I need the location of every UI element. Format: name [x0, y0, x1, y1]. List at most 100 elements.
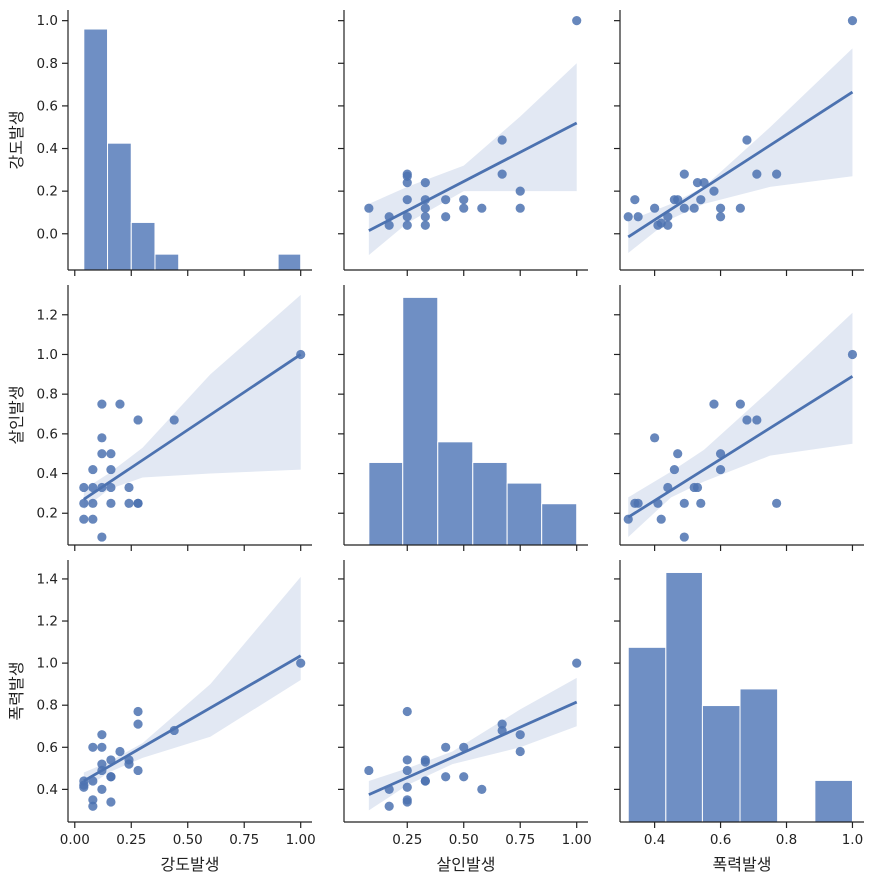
scatter-point [296, 658, 306, 668]
scatter-point [106, 449, 116, 459]
subplot-2-0: 0.4 0.6 0.8 1.0 1.2 1.4 폭력발생 0.00 0.25 0.50 0.75 1.… [7, 560, 316, 874]
confidence-band [368, 63, 577, 256]
scatter-point [106, 772, 116, 782]
scatter-point [79, 782, 89, 792]
scatter-point [633, 212, 643, 222]
scatter-point [106, 797, 116, 807]
scatter-point [97, 759, 107, 769]
histogram-bar [472, 461, 508, 546]
histogram-bar [701, 705, 741, 823]
scatter-point [696, 498, 706, 508]
scatter-point [97, 433, 107, 443]
y-tick-label: 1.4 [37, 571, 58, 587]
scatter-point [673, 195, 683, 205]
y-tick-label: 1.0 [37, 656, 58, 672]
histogram-bar [665, 571, 703, 823]
scatter-point [88, 464, 98, 475]
scatter-point [133, 415, 143, 425]
scatter-point [441, 195, 451, 205]
scatter-point [663, 220, 673, 230]
histogram-bar [506, 482, 543, 546]
x-axis-label: 살인발생 [437, 855, 496, 874]
x-tick-label: 1.0 [842, 832, 863, 848]
y-axis-label: 폭력발생 [7, 662, 26, 721]
scatter-point [772, 498, 782, 508]
scatter-point [402, 178, 412, 188]
scatter-point [515, 186, 525, 196]
scatter-point [623, 212, 633, 222]
histogram-bar [154, 253, 180, 271]
x-tick-label: 0.50 [449, 832, 479, 848]
scatter-point [692, 482, 703, 493]
x-tick-label: 0.50 [173, 832, 203, 848]
histogram-bar [437, 441, 474, 546]
scatter-point [459, 203, 469, 213]
scatter-point [97, 765, 107, 776]
scatter-point [679, 203, 689, 213]
y-axis-label: 강도발생 [7, 111, 26, 170]
scatter-point [420, 178, 430, 188]
regression-line [83, 353, 302, 501]
scatter-point [115, 746, 125, 757]
scatter-point [673, 449, 683, 459]
histogram-bar [368, 461, 404, 546]
x-axis-label: 폭력발생 [713, 855, 772, 874]
subplot-1-1 [338, 285, 588, 551]
scatter-point [515, 203, 525, 213]
scatter-point [364, 203, 374, 213]
scatter-point [742, 135, 752, 145]
scatter-point [402, 765, 412, 776]
scatter-point [709, 186, 719, 196]
scatter-point [709, 399, 719, 409]
scatter-point [402, 706, 412, 717]
scatter-point [420, 776, 430, 786]
y-tick-label: 1.2 [37, 307, 58, 323]
y-tick-label: 0.4 [37, 141, 58, 157]
scatter-point [515, 730, 525, 740]
subplot-0-2 [614, 10, 864, 276]
subplot-0-1 [338, 10, 588, 276]
subplot-2-1: 0.25 0.50 0.75 1.00 살인발생 [338, 560, 592, 874]
scatter-point [679, 532, 689, 542]
scatter-point [441, 742, 451, 752]
y-tick-label: 0.6 [37, 98, 58, 114]
scatter-point [572, 16, 582, 26]
scatter-point [97, 449, 107, 459]
scatter-point [689, 203, 699, 213]
histogram-bar [402, 296, 439, 546]
x-tick-label: 0.00 [60, 832, 90, 848]
x-tick-label: 0.6 [710, 832, 731, 848]
scatter-point [630, 195, 640, 205]
scatter-point [384, 784, 394, 794]
scatter-point [742, 415, 752, 425]
scatter-point [735, 399, 745, 409]
scatter-point [124, 482, 134, 493]
scatter-point [97, 730, 107, 740]
scatter-point [106, 464, 116, 475]
regression-line [368, 121, 578, 232]
confidence-band [83, 294, 301, 510]
scatter-point [497, 719, 507, 729]
y-tick-label: 0.2 [37, 184, 58, 200]
x-tick-label: 0.75 [229, 832, 259, 848]
scatter-point [669, 464, 680, 475]
scatter-point [402, 195, 412, 205]
scatter-point [97, 399, 107, 409]
scatter-point [384, 801, 394, 811]
scatter-point [477, 203, 487, 213]
scatter-point [420, 195, 430, 205]
scatter-point [402, 797, 412, 807]
scatter-point [679, 498, 689, 508]
scatter-point [169, 725, 179, 736]
subplot-2-2: 0.4 0.6 0.8 1.0 폭력발생 [614, 560, 864, 874]
scatter-point [133, 719, 143, 729]
histogram-bar [130, 221, 156, 271]
histogram-bar [83, 28, 109, 271]
scatter-point [715, 212, 726, 222]
scatter-point [752, 415, 762, 425]
scatter-point [402, 782, 412, 792]
regression-line [627, 375, 854, 519]
scatter-point [384, 220, 394, 230]
x-tick-label: 0.25 [392, 832, 422, 848]
